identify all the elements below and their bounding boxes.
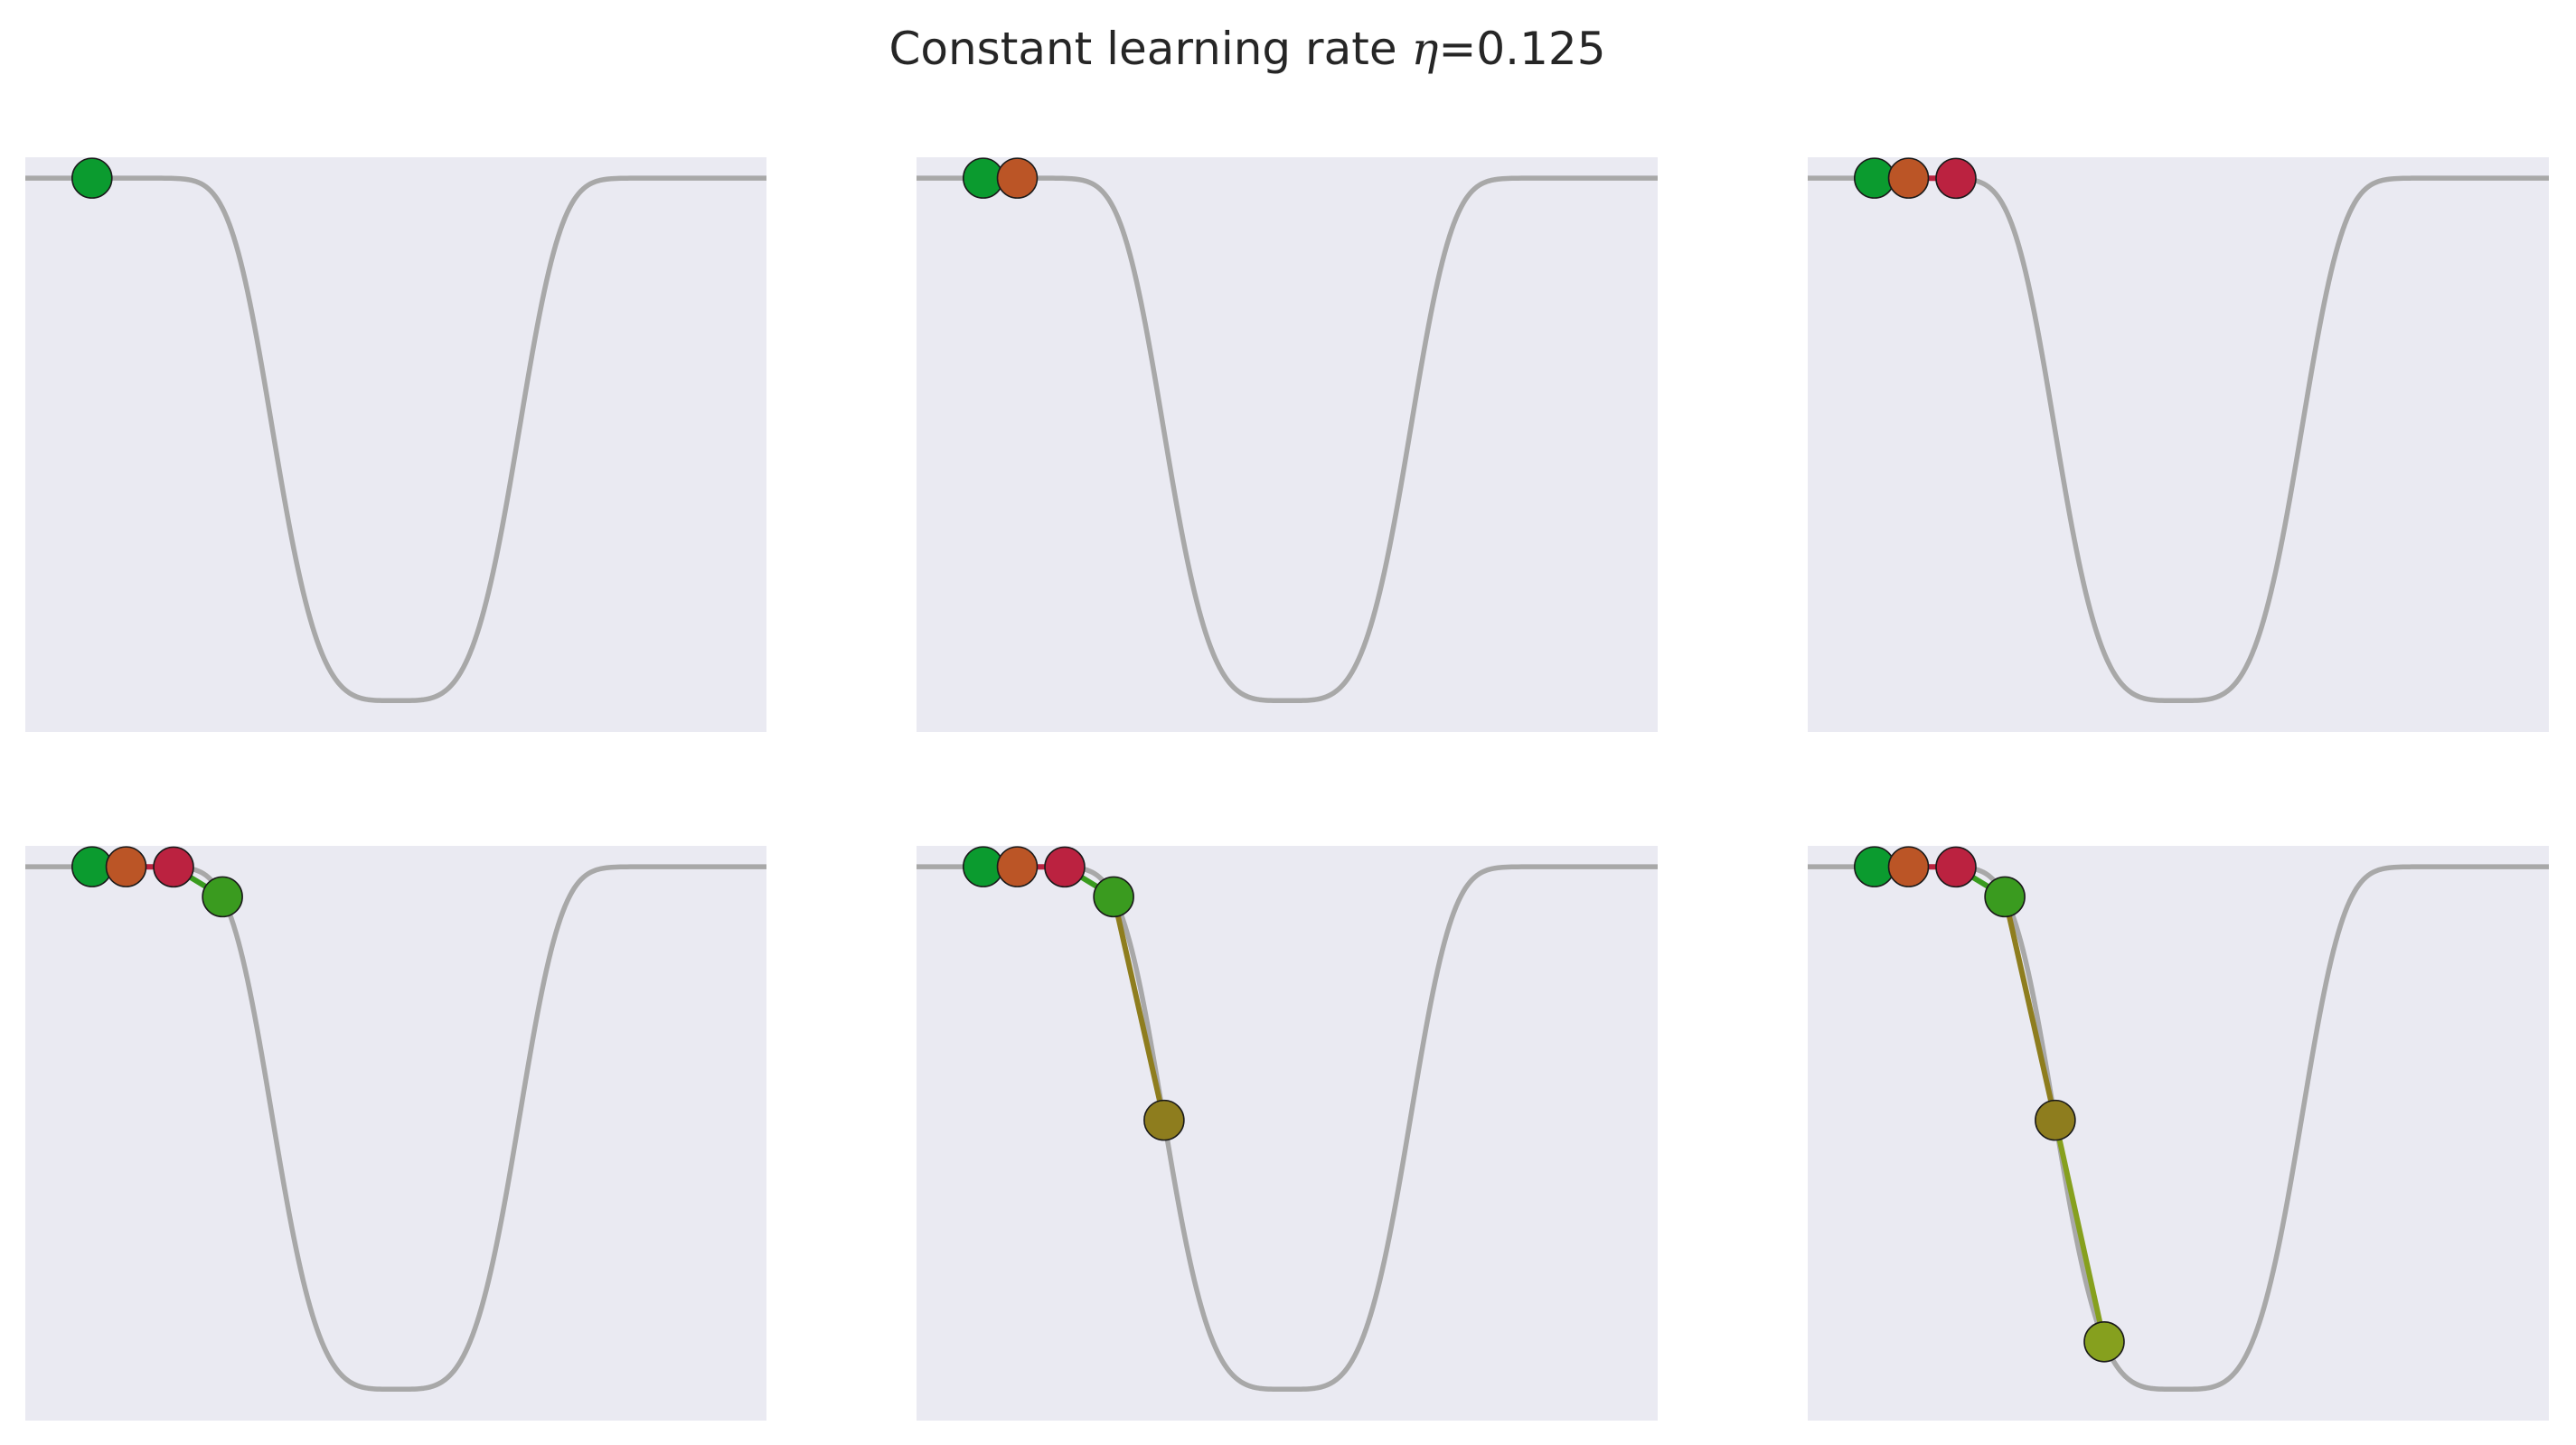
plot-area — [917, 846, 1658, 1421]
iterate-point-1 — [1887, 846, 1930, 887]
iterate-point-4 — [2035, 1099, 2076, 1141]
iterate-point-2 — [1044, 846, 1086, 888]
iterate-point-1 — [996, 157, 1039, 199]
subplot-2 — [917, 157, 1658, 732]
subplot-1 — [25, 157, 766, 732]
figure-title-prefix: Constant learning rate — [888, 23, 1411, 75]
iterate-point-0 — [71, 157, 113, 199]
iterate-point-3 — [1093, 876, 1134, 918]
iterate-point-1 — [996, 846, 1039, 887]
subplot-6 — [1808, 846, 2549, 1421]
iterate-point-5 — [2083, 1320, 2125, 1363]
iterate-point-2 — [1935, 846, 1977, 888]
loss-curve-line — [25, 175, 766, 704]
figure-title-value: =0.125 — [1438, 23, 1605, 75]
iterate-point-2 — [153, 846, 194, 888]
iterate-point-2 — [1935, 157, 1977, 200]
subplot-4 — [25, 846, 766, 1421]
iterate-point-3 — [1984, 876, 2026, 918]
step-segment-5 — [2052, 1119, 2107, 1343]
subplot-grid — [25, 157, 2549, 1421]
plot-area — [25, 157, 766, 732]
iterate-point-1 — [1887, 157, 1930, 199]
iterate-point-1 — [105, 846, 147, 887]
plot-area — [25, 846, 766, 1421]
subplot-3 — [1808, 157, 2549, 732]
iterate-point-3 — [202, 876, 243, 918]
figure-title-eta-symbol: η — [1412, 23, 1439, 75]
plot-area — [1808, 846, 2549, 1421]
step-segment-4 — [2002, 896, 2058, 1121]
loss-curve-line — [917, 175, 1658, 704]
plot-area — [917, 157, 1658, 732]
step-segment-4 — [1111, 896, 1167, 1121]
subplot-5 — [917, 846, 1658, 1421]
figure-title: Constant learning rate η=0.125 — [888, 23, 1605, 75]
iterate-point-4 — [1143, 1099, 1185, 1141]
plot-area — [1808, 157, 2549, 732]
